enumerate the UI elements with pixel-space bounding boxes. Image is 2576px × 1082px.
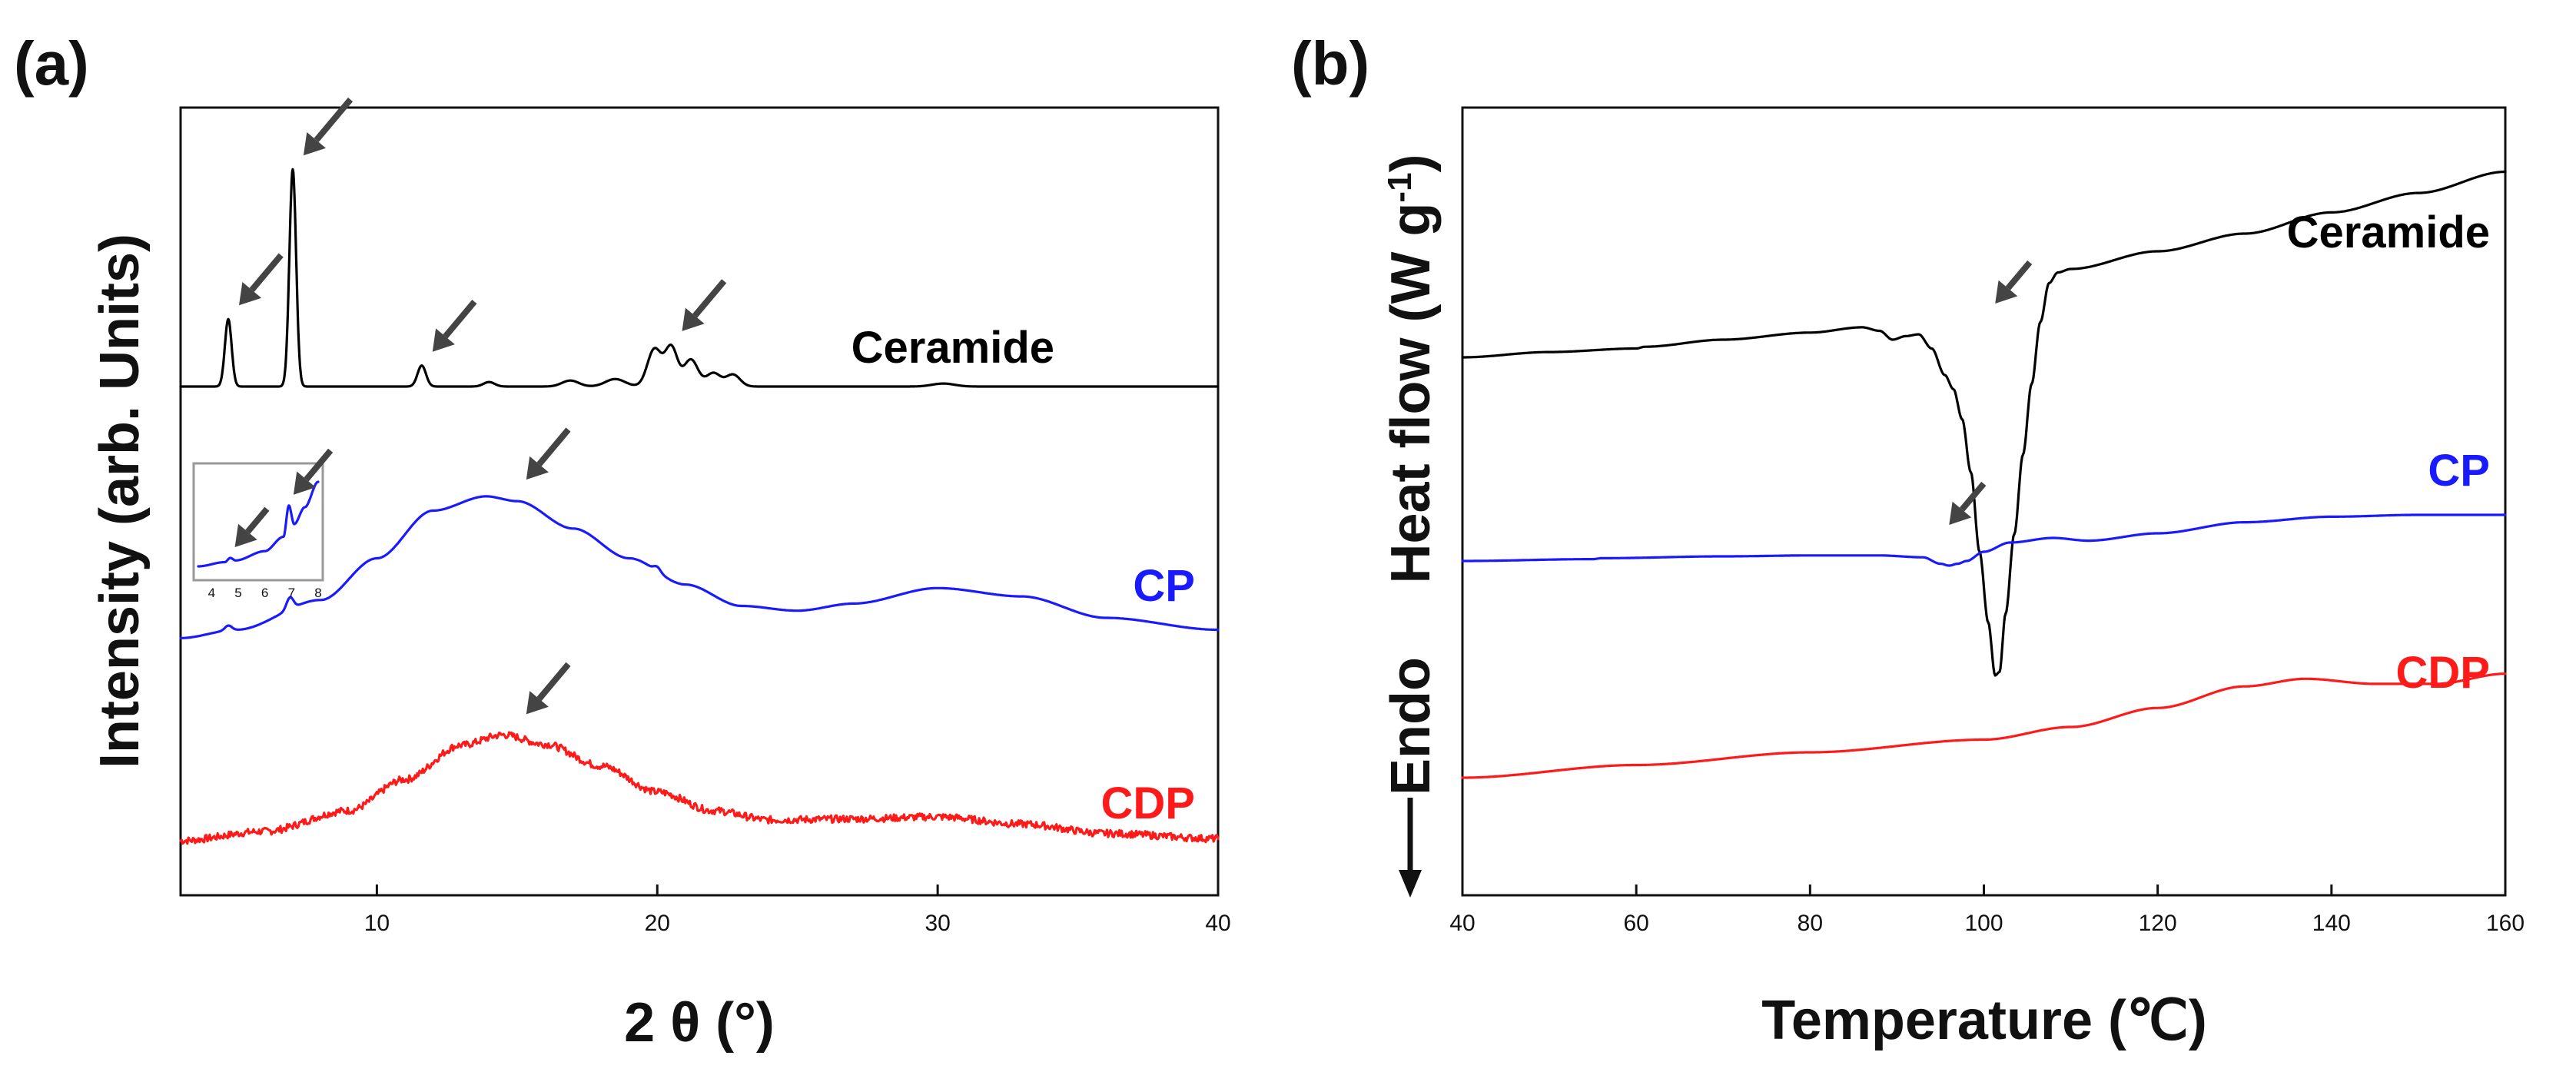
panel-a: (a) 10 20 30 40 2 θ (°) Intensity (arb. Uni… xyxy=(14,29,1231,1054)
cp-peak-arrow xyxy=(526,427,571,480)
inset-peak-arrow-shaft xyxy=(304,448,334,482)
inset-frame xyxy=(192,462,324,582)
panel-a-x-axis-title: 2 θ (°) xyxy=(624,992,775,1054)
ceramide-peak-arrow-head xyxy=(682,307,705,331)
panel-a-y-axis-title: Intensity (arb. Units) xyxy=(89,234,151,768)
endo-direction-indicator: Endo xyxy=(1380,657,1442,898)
panel-b-y-axis-title-superscript: -1 xyxy=(1381,172,1419,202)
inset-x-tick-label: 7 xyxy=(288,586,295,600)
series-line-cdp-xrd xyxy=(179,731,1220,845)
panel-b-label: (b) xyxy=(1291,29,1369,98)
cdp-peak-arrow xyxy=(526,662,571,715)
inset-peak-arrow xyxy=(293,448,334,495)
panel-a-peak-arrows xyxy=(239,97,727,715)
inset-x-tick-label: 6 xyxy=(261,586,268,600)
panel-b-x-tick-label: 60 xyxy=(1623,911,1648,936)
series-label-cp-dsc: CP xyxy=(2428,446,2490,496)
series-label-cdp-xrd: CDP xyxy=(1101,778,1195,828)
ceramide-peak-arrow-shaft xyxy=(314,97,354,142)
series-label-cp-xrd: CP xyxy=(1133,561,1195,611)
panel-b: (b) 40 60 80 100 120 140 160 Temperature (℃) H… xyxy=(1291,29,2525,1051)
series-line-cp-xrd xyxy=(179,495,1220,639)
ceramide-peak-arrow xyxy=(239,253,284,306)
ceramide-peak-arrow-shaft xyxy=(443,300,477,339)
inset-peak-arrow xyxy=(234,506,270,547)
inset-x-ticks: 4 5 6 7 8 xyxy=(208,586,322,600)
panel-b-x-tick-label: 80 xyxy=(1798,911,1823,936)
ceramide-transition-arrow-head xyxy=(1995,280,2018,304)
inset-peak-arrows xyxy=(234,448,334,547)
panel-a-x-tick-label: 40 xyxy=(1205,911,1230,936)
cp-peak-arrow-shaft xyxy=(536,427,571,466)
panel-b-x-ticks: 40 60 80 100 120 140 160 xyxy=(1449,885,2525,936)
panel-b-y-axis-title: Heat flow (W g-1) xyxy=(1380,154,1442,583)
panel-b-y-axis-title-end: ) xyxy=(1380,154,1442,172)
panel-a-plot-frame xyxy=(179,106,1220,897)
inset-peak-arrow-shaft xyxy=(245,506,270,534)
ceramide-transition-arrow xyxy=(1995,260,2033,304)
ceramide-transition-arrow-shaft xyxy=(2005,260,2033,290)
cdp-peak-arrow-shaft xyxy=(536,662,571,702)
cp-peak-arrow-head xyxy=(526,456,549,480)
ceramide-peak-arrow-head xyxy=(239,282,262,306)
panel-b-x-tick-label: 40 xyxy=(1449,911,1475,936)
panel-b-x-tick-label: 100 xyxy=(1964,911,2003,936)
series-line-ceramide-dsc xyxy=(1461,170,2507,677)
series-line-cp-dsc xyxy=(1461,513,2507,567)
ceramide-peak-arrow-head xyxy=(432,328,455,352)
panel-b-transition-arrows xyxy=(1949,260,2033,525)
cp-transition-arrow xyxy=(1949,481,1987,525)
panel-b-curves xyxy=(1461,170,2507,779)
panel-b-x-axis-title: Temperature (℃) xyxy=(1761,990,2207,1051)
panel-a-x-ticks: 10 20 30 40 xyxy=(364,885,1231,936)
endo-down-arrow-icon xyxy=(1399,870,1422,898)
series-label-ceramide-xrd: Ceramide xyxy=(851,323,1054,373)
ceramide-peak-arrow-head xyxy=(303,132,326,156)
inset-peak-arrow-head xyxy=(293,471,316,495)
panel-a-x-tick-label: 10 xyxy=(364,911,390,936)
series-line-cp-inset xyxy=(197,480,320,568)
cp-transition-arrow-head xyxy=(1949,501,1972,525)
ceramide-peak-arrow xyxy=(432,300,477,352)
endo-label: Endo xyxy=(1380,657,1442,795)
inset-peak-arrow-head xyxy=(234,523,257,547)
series-line-cdp-dsc xyxy=(1461,672,2507,779)
cp-transition-arrow-shaft xyxy=(1959,481,1987,512)
panel-a-x-tick-label: 30 xyxy=(925,911,950,936)
series-label-ceramide-dsc: Ceramide xyxy=(2287,207,2490,257)
ceramide-peak-arrow-shaft xyxy=(249,253,284,292)
panel-a-label: (a) xyxy=(14,29,89,98)
panel-a-x-tick-label: 20 xyxy=(645,911,670,936)
panel-b-y-axis-title-main: Heat flow (W g xyxy=(1380,203,1442,584)
series-line-ceramide-xrd xyxy=(179,168,1219,388)
ceramide-peak-arrow-shaft xyxy=(692,279,727,318)
cdp-peak-arrow-head xyxy=(526,691,549,715)
panel-a-curves xyxy=(179,168,1220,845)
panel-b-x-tick-label: 140 xyxy=(2312,911,2351,936)
ceramide-peak-arrow xyxy=(682,279,727,331)
inset-x-tick-label: 5 xyxy=(234,586,241,600)
ceramide-peak-arrow xyxy=(303,97,354,156)
inset-x-tick-label: 8 xyxy=(314,586,321,600)
inset-x-tick-label: 4 xyxy=(208,586,215,600)
panel-b-x-tick-label: 160 xyxy=(2486,911,2525,936)
panel-b-x-tick-label: 120 xyxy=(2139,911,2177,936)
inset-plot: 4 5 6 7 8 xyxy=(192,448,334,600)
series-label-cdp-dsc: CDP xyxy=(2396,648,2490,698)
